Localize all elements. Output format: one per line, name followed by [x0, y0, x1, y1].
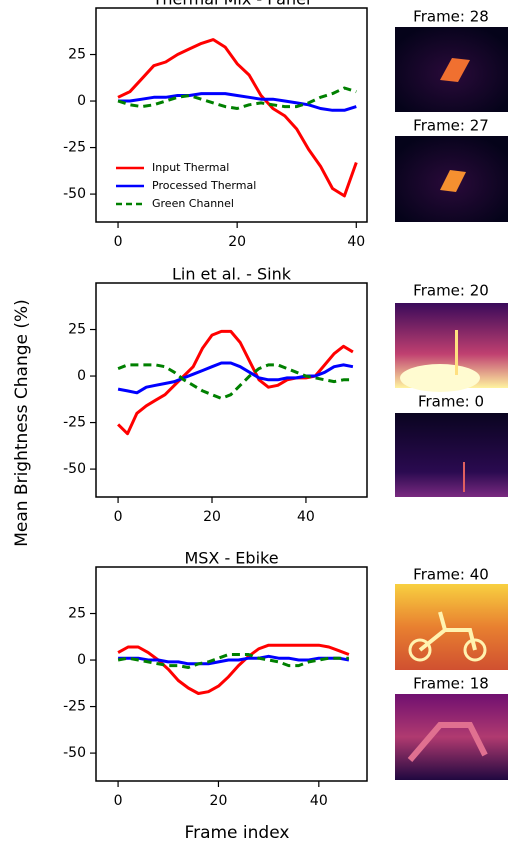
x-tick-label: 40 [297, 509, 315, 525]
y-tick-label: -25 [63, 699, 86, 715]
chart-title: Lin et al. - Sink [172, 265, 292, 284]
x-tick-label: 20 [228, 234, 246, 250]
data-line [117, 363, 353, 400]
data-line [117, 86, 357, 110]
y-tick-label: -25 [63, 140, 86, 156]
y-axis-label: Mean Brightness Change (%) [12, 299, 32, 547]
thumbnail-object [408, 638, 432, 662]
y-tick-label: -25 [63, 415, 86, 431]
axes-frame [95, 7, 368, 223]
chart-title: MSX - Ebike [184, 549, 278, 568]
y-tick-label: -50 [63, 745, 86, 761]
data-line [117, 329, 354, 436]
x-tick-label: 40 [347, 234, 365, 250]
thumbnails [395, 27, 508, 780]
data-line [117, 653, 349, 669]
data-line [118, 654, 350, 666]
thumbnail-glow [400, 364, 480, 392]
legend-label: Input Thermal [152, 161, 229, 174]
frame-label: Frame: 20 [413, 282, 489, 300]
thumbnail [395, 413, 508, 497]
y-tick-label: 25 [68, 47, 86, 63]
y-tick-label: -50 [63, 186, 86, 202]
frame-label: Frame: 40 [413, 566, 489, 584]
thumbnail-object [418, 611, 477, 652]
legend-label: Processed Thermal [152, 179, 256, 192]
axes-frame [95, 566, 368, 782]
thumbnail-object [407, 722, 488, 762]
y-tick-label: 25 [68, 322, 86, 338]
y-tick-label: 0 [77, 652, 86, 668]
thumbnail [395, 584, 508, 670]
y-tick-label: 0 [77, 93, 86, 109]
data-line [118, 92, 357, 112]
y-tick-label: -50 [63, 461, 86, 477]
thumbnail-object [455, 330, 458, 375]
thumbnail-object [463, 462, 465, 492]
frame-label: Frame: 27 [413, 117, 489, 135]
thumbnail [395, 694, 508, 780]
data-line [117, 361, 354, 395]
chart-title: Thermal Mix - Panel [152, 0, 311, 9]
y-tick-label: 25 [68, 606, 86, 622]
frame-label: Frame: 28 [413, 8, 489, 26]
data-line [117, 643, 350, 695]
x-tick-label: 20 [210, 793, 228, 809]
x-tick-label: 0 [114, 793, 123, 809]
x-tick-label: 0 [114, 509, 123, 525]
x-axis-label: Frame index [185, 823, 290, 843]
y-tick-label: 0 [77, 368, 86, 384]
x-tick-label: 0 [114, 234, 123, 250]
thumbnail-object [440, 170, 466, 192]
thumbnail-object [440, 58, 470, 82]
thumbnail-object [463, 638, 487, 662]
axes-frame [95, 282, 368, 498]
legend-label: Green Channel [152, 197, 234, 210]
x-tick-label: 40 [310, 793, 328, 809]
frame-label: Frame: 18 [413, 675, 489, 693]
x-tick-label: 20 [203, 509, 221, 525]
data-line [117, 38, 358, 198]
frame-label: Frame: 0 [418, 393, 484, 411]
